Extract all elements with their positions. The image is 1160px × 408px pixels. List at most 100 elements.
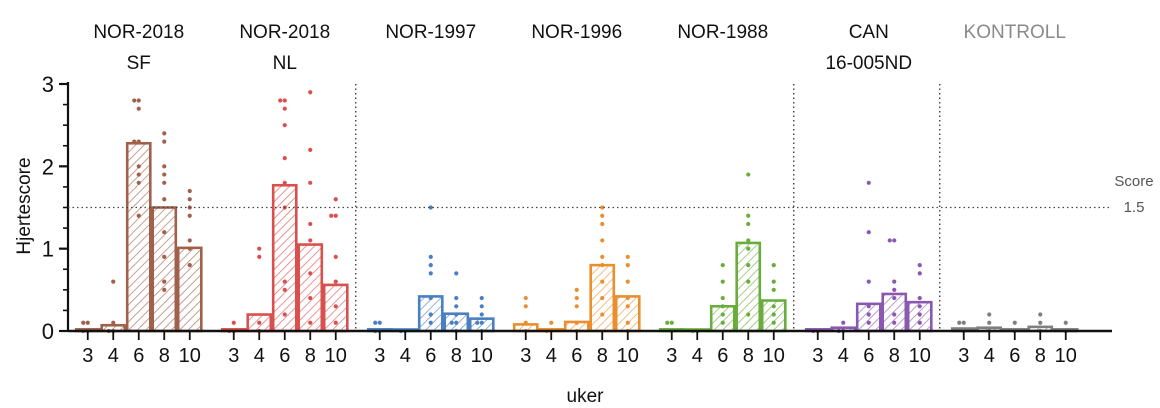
data-point bbox=[961, 320, 966, 325]
x-tick-label: 6 bbox=[571, 345, 582, 367]
data-point bbox=[257, 320, 262, 325]
data-point bbox=[720, 279, 725, 284]
x-tick-label: 6 bbox=[863, 345, 874, 367]
y-axis-label: Hjertescore bbox=[14, 157, 35, 254]
data-point bbox=[282, 123, 287, 128]
x-tick-label: 8 bbox=[305, 345, 316, 367]
data-point bbox=[282, 180, 287, 185]
data-point bbox=[81, 320, 86, 325]
x-tick-label: 4 bbox=[254, 345, 265, 367]
x-tick-label: 10 bbox=[1055, 345, 1077, 367]
data-point bbox=[132, 139, 137, 144]
bar bbox=[709, 304, 736, 333]
data-point bbox=[917, 271, 922, 276]
data-point bbox=[282, 156, 287, 161]
data-point bbox=[136, 180, 141, 185]
x-tick-label: 3 bbox=[374, 345, 385, 367]
data-point bbox=[278, 98, 283, 103]
x-tick-label: 3 bbox=[520, 345, 531, 367]
data-point bbox=[162, 131, 167, 136]
data-point bbox=[600, 238, 605, 243]
data-point bbox=[187, 238, 192, 243]
x-axis-label: uker bbox=[567, 386, 605, 407]
bar bbox=[151, 206, 178, 333]
bar bbox=[614, 295, 641, 333]
group-label: KONTROLL bbox=[964, 22, 1066, 43]
data-point bbox=[625, 320, 630, 325]
data-point bbox=[866, 312, 871, 317]
data-point bbox=[917, 312, 922, 317]
data-point bbox=[720, 312, 725, 317]
data-point bbox=[162, 197, 167, 202]
group-label: NOR-2018 bbox=[239, 22, 330, 43]
y-tick-label: 0 bbox=[42, 319, 54, 344]
bar-group: NOR-1988 bbox=[658, 22, 787, 334]
data-point bbox=[720, 295, 725, 301]
x-tick-label: 8 bbox=[597, 345, 608, 367]
data-point bbox=[187, 213, 192, 218]
bar-group: NOR-1996 bbox=[512, 22, 641, 334]
data-point bbox=[600, 213, 605, 218]
data-point bbox=[866, 230, 871, 235]
data-point bbox=[1012, 320, 1017, 325]
data-point bbox=[665, 320, 670, 325]
data-point bbox=[746, 263, 751, 268]
x-tick-label: 10 bbox=[763, 345, 785, 367]
data-point bbox=[475, 320, 480, 325]
group-sublabel: SF bbox=[127, 53, 151, 74]
x-tick-label: 4 bbox=[984, 345, 995, 367]
x-tick-label: 3 bbox=[812, 345, 823, 367]
data-point bbox=[771, 304, 776, 309]
data-point bbox=[866, 279, 871, 284]
data-point bbox=[187, 197, 192, 202]
data-point bbox=[187, 263, 192, 268]
data-point bbox=[574, 287, 579, 292]
group-label: NOR-2018 bbox=[93, 22, 184, 43]
x-tick-label: 10 bbox=[617, 345, 639, 367]
data-point bbox=[892, 295, 897, 301]
data-point bbox=[600, 263, 605, 268]
x-tick-label: 6 bbox=[425, 345, 436, 367]
data-point bbox=[746, 172, 751, 177]
data-point bbox=[574, 304, 579, 309]
x-tick-label: 8 bbox=[743, 345, 754, 367]
data-point bbox=[454, 295, 459, 301]
group-label: NOR-1996 bbox=[531, 22, 622, 43]
data-point bbox=[187, 246, 192, 251]
data-point bbox=[162, 164, 167, 169]
data-point bbox=[132, 98, 137, 103]
data-point bbox=[111, 279, 116, 284]
y-tick-label: 2 bbox=[42, 154, 54, 179]
x-tick-label: 8 bbox=[159, 345, 170, 367]
data-point bbox=[308, 147, 313, 152]
data-point bbox=[454, 304, 459, 309]
data-point bbox=[333, 304, 338, 309]
bar bbox=[125, 141, 152, 333]
group-label: NOR-1988 bbox=[677, 22, 768, 43]
x-tick-label: 4 bbox=[400, 345, 411, 367]
x-tick-label: 6 bbox=[717, 345, 728, 367]
data-point bbox=[917, 320, 922, 325]
data-point bbox=[746, 312, 751, 317]
data-point bbox=[428, 320, 433, 325]
data-point bbox=[957, 320, 962, 325]
bar-group: NOR-2018 NL bbox=[220, 22, 349, 334]
data-point bbox=[1038, 312, 1043, 317]
data-point bbox=[162, 172, 167, 177]
data-point bbox=[308, 238, 313, 243]
data-point bbox=[600, 221, 605, 227]
data-point bbox=[625, 254, 630, 259]
bar bbox=[297, 243, 324, 333]
data-point bbox=[479, 320, 484, 325]
data-point bbox=[771, 263, 776, 268]
data-point bbox=[746, 221, 751, 227]
data-point bbox=[162, 287, 167, 292]
data-point bbox=[720, 320, 725, 325]
x-tick-label: 10 bbox=[325, 345, 347, 367]
data-point bbox=[111, 320, 116, 325]
data-point bbox=[746, 238, 751, 243]
bar-groups: NOR-2018 SF NOR-2018 NL NOR-1997 NOR-1996 NOR-… bbox=[74, 22, 1079, 334]
x-tick-label: 10 bbox=[909, 345, 931, 367]
data-point bbox=[162, 230, 167, 235]
